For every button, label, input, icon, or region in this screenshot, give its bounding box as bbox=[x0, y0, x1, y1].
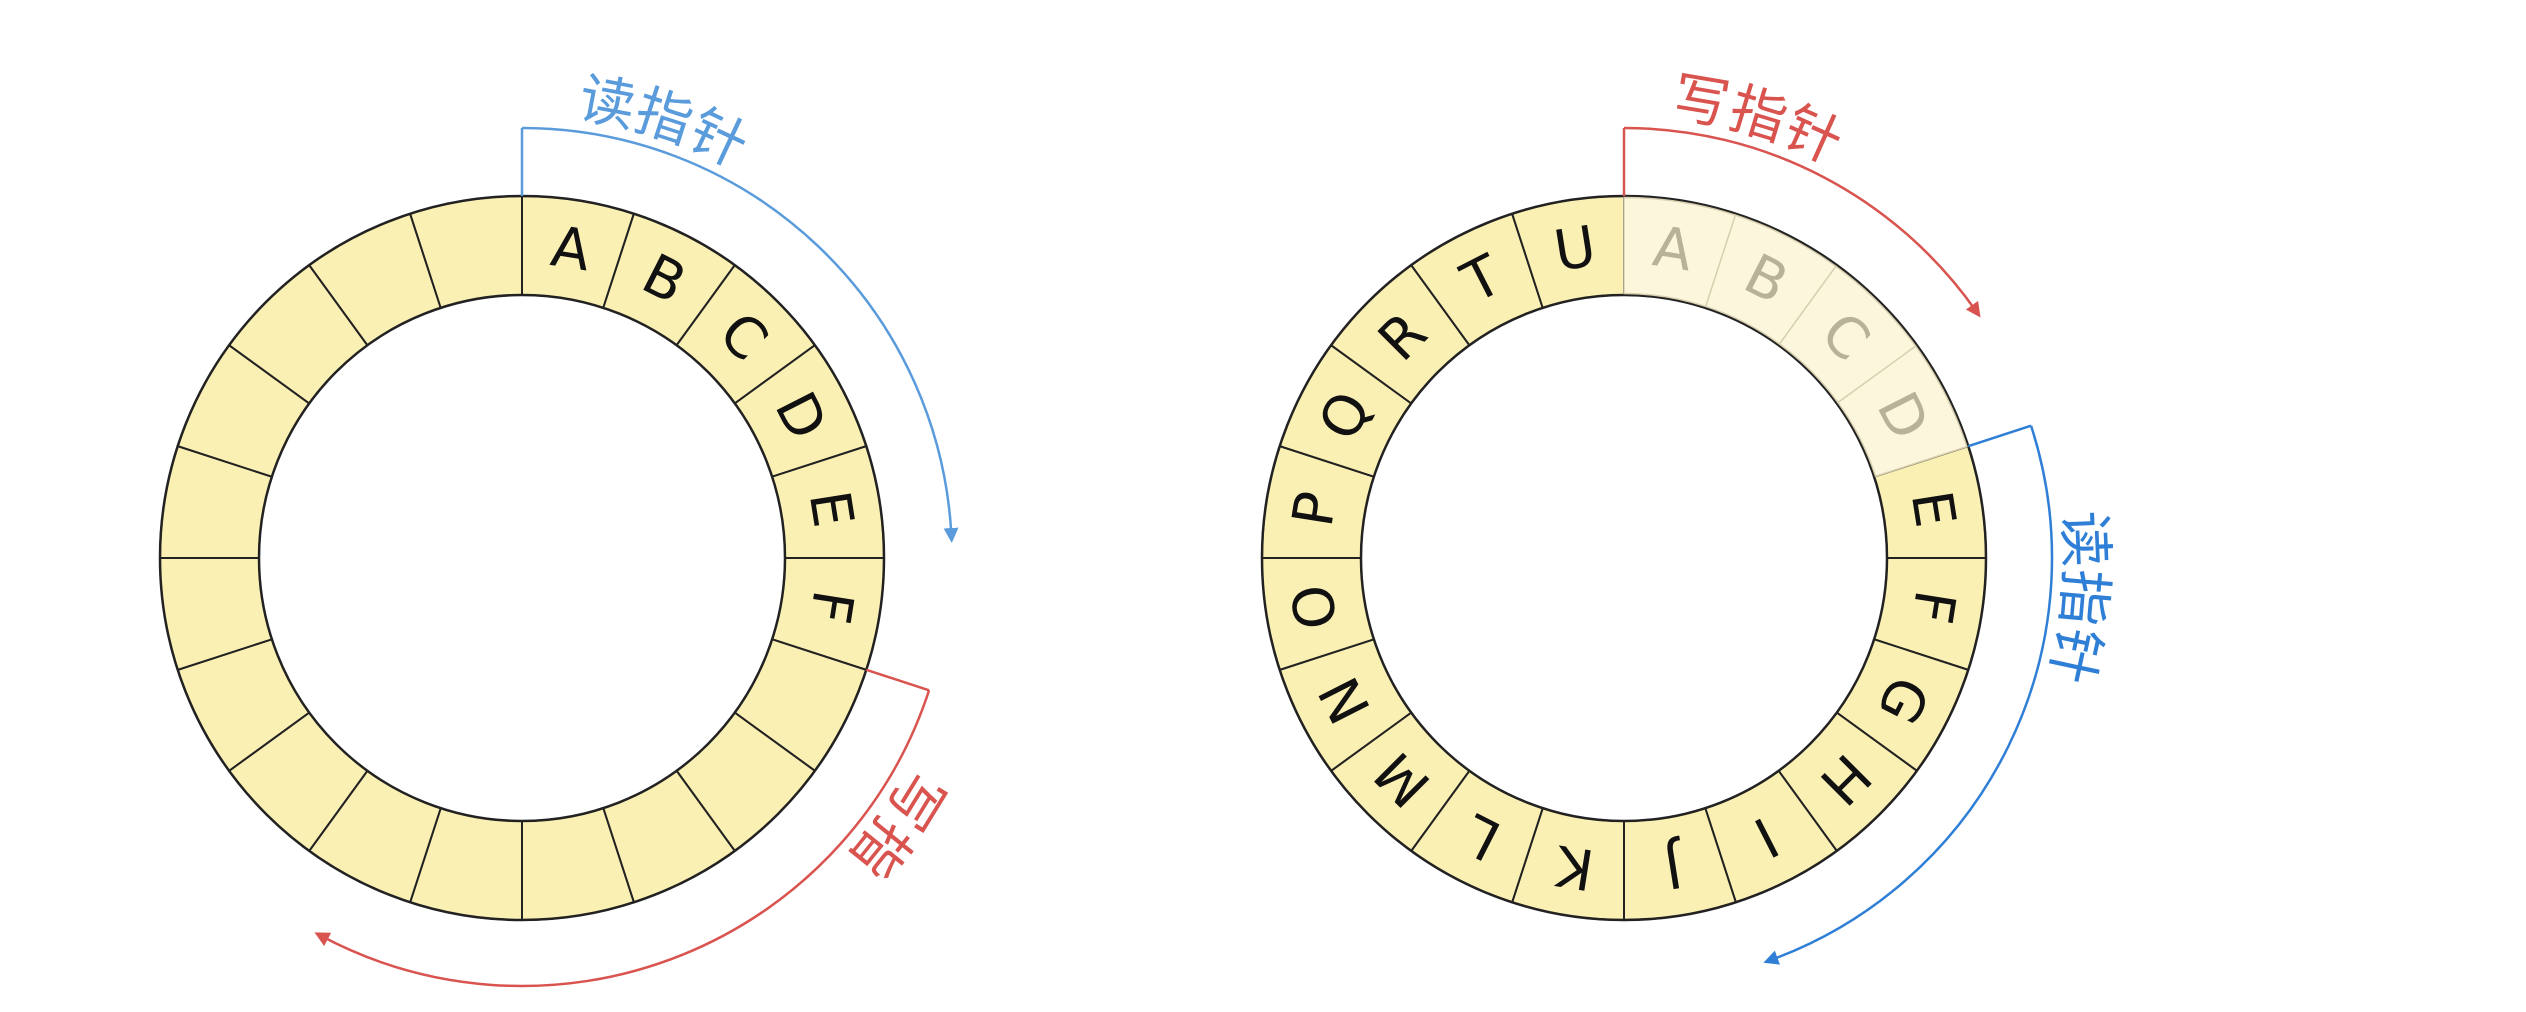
write-pointer-arrow bbox=[314, 689, 931, 988]
read-pointer-label: 读指针 bbox=[2037, 510, 2118, 690]
ring-inner-edge bbox=[1359, 293, 1889, 823]
segment-label-o: O bbox=[1280, 580, 1351, 634]
read-pointer-label: 读指针 bbox=[574, 66, 757, 180]
read-pointer-arrow bbox=[521, 126, 959, 543]
ring-segment-faded bbox=[1836, 345, 1968, 478]
read-pointer-arrow bbox=[1763, 425, 2054, 965]
ring-inner-edge bbox=[257, 293, 787, 823]
read-pointer-tick bbox=[1967, 424, 2032, 448]
segment-label-u: U bbox=[1550, 214, 1601, 285]
write-pointer-arrow bbox=[1623, 126, 1981, 318]
write-pointer-tick bbox=[865, 668, 930, 692]
write-pointer-label: 写指针 bbox=[1668, 65, 1851, 177]
